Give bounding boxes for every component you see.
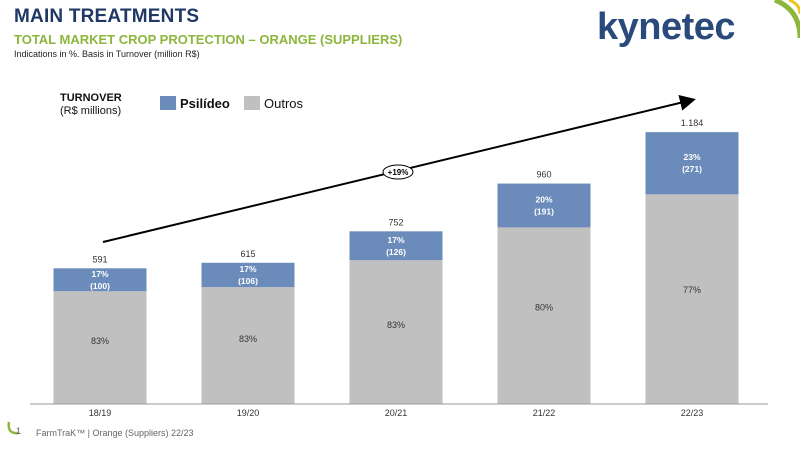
bar-psilideo-1 <box>201 262 295 288</box>
total-label-1: 615 <box>240 249 255 259</box>
bar-psilideo-0 <box>53 268 147 292</box>
bar-outros-1 <box>201 287 295 404</box>
bar-outros-4 <box>645 194 739 404</box>
x-tick-label-2: 20/21 <box>385 408 408 418</box>
footer-text: FarmTraK™ | Orange (Suppliers) 22/23 <box>36 428 194 438</box>
kynetec-logo: kynetec <box>597 6 736 48</box>
legend-swatch-psilideo <box>160 96 176 110</box>
x-tick-label-0: 18/19 <box>89 408 112 418</box>
outros-pct-label-0: 83% <box>91 336 109 346</box>
psilideo-pct-label-3: 20% <box>535 194 552 204</box>
psilideo-pct-label-0: 17% <box>91 269 108 279</box>
psilideo-value-label-2: (126) <box>386 247 406 257</box>
footer-logo-icon <box>7 421 19 435</box>
x-tick-label-4: 22/23 <box>681 408 704 418</box>
trend-annotation: +19% <box>102 95 696 243</box>
psilideo-value-label-1: (106) <box>238 276 258 286</box>
ylabel-line2: (R$ millions) <box>60 105 121 117</box>
psilideo-pct-label-4: 23% <box>683 152 700 162</box>
outros-pct-label-4: 77% <box>683 285 701 295</box>
page-subtitle: TOTAL MARKET CROP PROTECTION – ORANGE (S… <box>14 32 403 47</box>
bar-outros-3 <box>497 227 591 404</box>
chart-legend: TURNOVER (R$ millions) Psilídeo Outros <box>60 92 304 117</box>
bar-psilideo-4 <box>645 132 739 195</box>
ylabel-line1: TURNOVER <box>60 92 122 104</box>
bar-outros-0 <box>53 291 147 404</box>
bar-outros-2 <box>349 260 443 404</box>
bars-group: 83% 17% (100) 591 83% 17% (106) 615 83% 17% (126) 7… <box>53 118 739 404</box>
outros-pct-label-1: 83% <box>239 334 257 344</box>
trend-label-bubble <box>382 164 414 180</box>
psilideo-value-label-4: (271) <box>682 164 702 174</box>
page-title: MAIN TREATMENTS <box>14 6 200 27</box>
trend-label: +19% <box>388 168 409 177</box>
total-label-3: 960 <box>536 170 551 180</box>
x-tick-label-1: 19/20 <box>237 408 260 418</box>
outros-pct-label-3: 80% <box>535 302 553 312</box>
psilideo-value-label-0: (100) <box>90 281 110 291</box>
legend-swatch-outros <box>244 96 260 110</box>
total-label-4: 1.184 <box>681 118 704 128</box>
total-label-2: 752 <box>388 217 403 227</box>
outros-pct-label-2: 83% <box>387 320 405 330</box>
legend-label-psilideo: Psilídeo <box>180 96 230 111</box>
bar-psilideo-3 <box>497 183 591 228</box>
psilideo-pct-label-2: 17% <box>387 235 404 245</box>
basis-note: Indications in %. Basis in Turnover (mil… <box>14 49 200 59</box>
page-number: 1 <box>16 426 22 436</box>
x-tick-labels: 18/19 19/20 20/21 21/22 22/23 <box>89 408 704 418</box>
psilideo-value-label-3: (191) <box>534 206 554 216</box>
psilideo-pct-label-1: 17% <box>239 264 256 274</box>
x-tick-label-3: 21/22 <box>533 408 556 418</box>
legend-label-outros: Outros <box>264 96 304 111</box>
bar-psilideo-2 <box>349 231 443 261</box>
total-label-0: 591 <box>92 254 107 264</box>
